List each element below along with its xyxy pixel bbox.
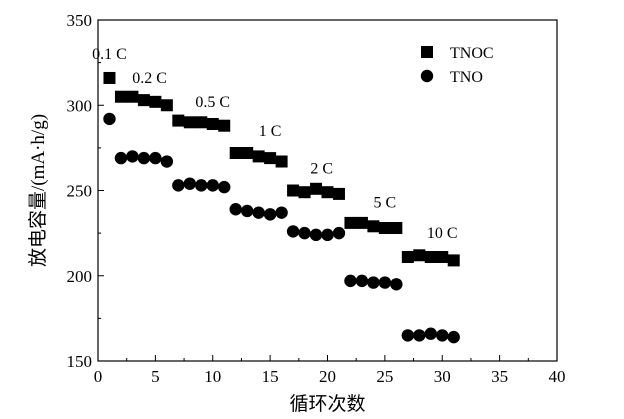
data-point-circle xyxy=(263,208,277,221)
rate-annotations: 0.1 C 0.2 C 0.5 C 1 C 2 C 5 C 10 C xyxy=(92,46,457,242)
data-point-circle xyxy=(436,329,449,342)
data-point-circle xyxy=(126,150,139,163)
data-point-circle xyxy=(321,228,334,242)
data-point-square xyxy=(378,222,391,235)
data-point-circle xyxy=(218,180,231,194)
data-point-square xyxy=(287,184,300,197)
data-point-circle xyxy=(183,177,196,190)
data-point-square xyxy=(183,116,196,129)
x-tick-label: 30 xyxy=(434,367,451,386)
data-point-square xyxy=(206,118,219,131)
data-point-square xyxy=(195,116,208,129)
data-point-circle xyxy=(447,330,460,344)
x-tick-label: 35 xyxy=(491,367,508,386)
data-point-circle xyxy=(355,274,369,288)
data-point-circle xyxy=(390,278,403,291)
data-point-circle xyxy=(103,112,116,126)
data-point-circle xyxy=(195,179,208,192)
data-point-circle xyxy=(114,151,128,165)
data-point-square xyxy=(321,186,334,199)
data-marks xyxy=(103,71,460,344)
data-point-circle xyxy=(413,329,426,342)
data-point-circle xyxy=(378,276,392,289)
series-tnoc xyxy=(103,71,460,267)
data-point-circle xyxy=(240,204,254,218)
rate-label: 10 C xyxy=(427,225,458,242)
data-point-circle xyxy=(424,327,437,340)
x-tick-label: 0 xyxy=(94,367,103,386)
data-point-circle xyxy=(160,155,174,168)
y-tick-label: 350 xyxy=(67,11,93,30)
data-point-circle xyxy=(286,225,300,238)
series-tno xyxy=(103,112,460,344)
data-point-square xyxy=(229,146,242,159)
tick-labels: 0 5 10 15 20 25 30 35 40 150 200 250 300 350 xyxy=(67,11,566,386)
data-point-square xyxy=(298,186,311,199)
legend-label: TNO xyxy=(450,69,483,86)
data-point-square xyxy=(252,150,265,163)
data-point-square xyxy=(172,114,185,127)
data-point-circle xyxy=(172,179,185,192)
x-tick-label: 20 xyxy=(319,367,336,386)
y-tick-label: 200 xyxy=(67,267,93,286)
rate-label: 0.1 C xyxy=(92,46,127,63)
data-point-circle xyxy=(344,274,357,288)
x-tick-label: 10 xyxy=(204,367,221,386)
y-tick-label: 150 xyxy=(67,352,93,371)
data-point-square xyxy=(310,182,323,195)
rate-label: 0.5 C xyxy=(195,94,230,111)
data-point-square xyxy=(424,250,437,263)
data-point-square xyxy=(103,71,116,84)
data-point-circle xyxy=(206,179,219,192)
y-axis-title: 放电容量/(mA·h/g) xyxy=(27,114,49,267)
data-point-square xyxy=(218,119,231,132)
x-tick-label: 15 xyxy=(262,367,279,386)
axis-ticks xyxy=(97,19,558,362)
legend-marker-square xyxy=(421,46,433,58)
data-point-circle xyxy=(252,206,265,219)
data-point-square xyxy=(149,95,162,108)
legend: TNOC TNO xyxy=(420,45,494,86)
x-tick-label: 5 xyxy=(151,367,160,386)
legend-marker-circle xyxy=(420,69,434,83)
data-point-square xyxy=(367,220,380,233)
data-point-circle xyxy=(298,226,311,240)
data-point-square xyxy=(126,90,139,103)
y-tick-label: 300 xyxy=(67,96,93,115)
x-tick-label: 25 xyxy=(376,367,393,386)
data-point-circle xyxy=(401,329,415,342)
data-point-square xyxy=(114,90,127,103)
data-point-square xyxy=(241,146,254,159)
x-tick-label: 40 xyxy=(549,367,566,386)
data-point-square xyxy=(137,94,150,107)
data-point-circle xyxy=(137,151,151,165)
data-point-square xyxy=(413,249,426,262)
rate-label: 5 C xyxy=(374,195,397,212)
data-point-circle xyxy=(309,228,323,242)
data-point-circle xyxy=(367,276,380,289)
data-point-square xyxy=(390,222,403,235)
data-point-square xyxy=(264,152,277,165)
data-point-circle xyxy=(275,206,288,219)
rate-label: 1 C xyxy=(259,123,282,140)
rate-label: 2 C xyxy=(310,160,333,177)
data-point-square xyxy=(401,250,414,263)
data-point-square xyxy=(332,187,345,200)
data-point-square xyxy=(447,254,460,267)
rate-label: 0.2 C xyxy=(132,70,167,87)
data-point-circle xyxy=(332,226,346,240)
data-point-square xyxy=(275,155,288,168)
x-axis-title: 循环次数 xyxy=(289,393,365,415)
data-point-square xyxy=(436,250,449,263)
data-point-square xyxy=(160,99,173,112)
data-point-circle xyxy=(229,203,242,216)
data-point-square xyxy=(355,216,368,229)
data-point-circle xyxy=(149,151,162,165)
legend-label: TNOC xyxy=(450,45,494,62)
data-point-square xyxy=(344,216,357,229)
y-tick-label: 250 xyxy=(67,182,93,201)
